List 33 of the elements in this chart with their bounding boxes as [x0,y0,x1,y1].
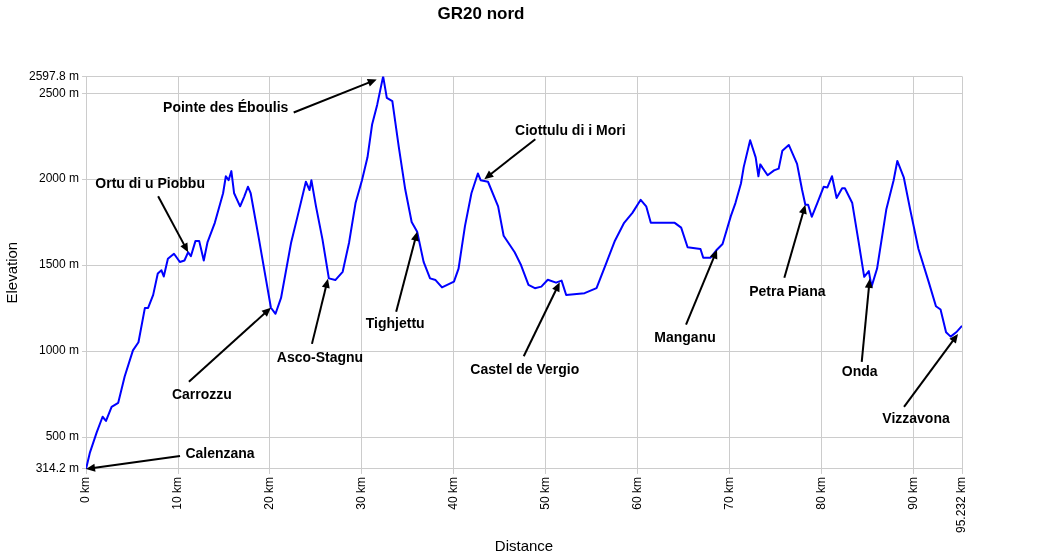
y-tick-label: 2000 m [39,171,80,186]
annotation: Onda [841,362,878,379]
annotation: Tighjettu [365,314,425,331]
chart-title: GR20 nord [437,3,525,23]
annotation: Manganu [654,328,716,345]
y-tick-label: 500 m [45,429,80,444]
x-tick-label: 50 km [538,476,553,510]
annotation: Calenzana [185,444,255,461]
y-axis-title: Elevation [3,241,21,304]
y-tick-label: 314.2 m [35,461,80,476]
x-axis-title: Distance [494,537,554,555]
annotation: Vizzavona [882,409,950,426]
x-tick-label: 80 km [814,476,829,510]
y-tick-label: 2597.8 m [28,68,80,83]
x-tick-label: 60 km [630,476,645,510]
x-tick-label: 10 km [170,476,185,510]
annotation: Asco-Stagnu [276,348,364,365]
annotation: Pointe des Éboulis [163,99,289,116]
annotation: Ciottulu di i Mori [515,122,626,139]
annotation: Castel de Vergio [470,361,580,378]
y-tick-label: 2500 m [39,85,80,100]
annotation: Ortu di u Piobbu [95,175,205,192]
annotation: Petra Piana [749,282,826,299]
x-tick-label: 20 km [262,476,277,510]
y-tick-label: 1000 m [39,343,80,358]
x-tick-label: 0 km [78,476,93,503]
annotation: Carrozzu [171,385,232,402]
x-tick-label: 95.232 km [954,476,969,534]
x-tick-label: 90 km [906,476,921,510]
x-tick-label: 40 km [446,476,461,510]
y-tick-label: 1500 m [39,257,80,272]
x-tick-label: 30 km [354,476,369,510]
x-tick-label: 70 km [722,476,737,510]
